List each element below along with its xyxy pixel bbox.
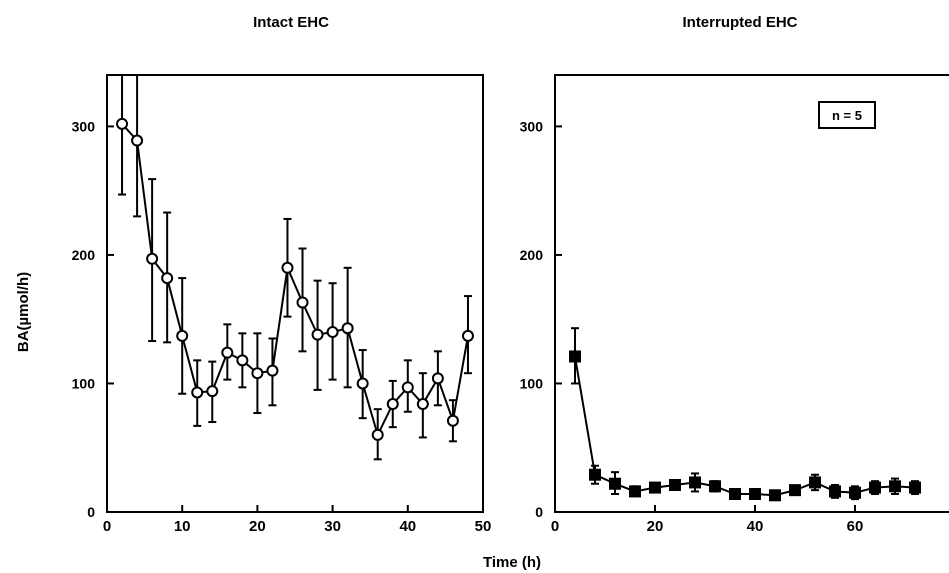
y-tick-label: 200 bbox=[72, 247, 96, 263]
data-point bbox=[401, 381, 414, 394]
data-point bbox=[789, 484, 801, 497]
plot-frame-intact bbox=[106, 74, 484, 513]
y-tick-label: 0 bbox=[87, 504, 95, 520]
data-point bbox=[849, 486, 861, 499]
data-point bbox=[431, 372, 444, 385]
data-point bbox=[416, 398, 429, 411]
data-point bbox=[669, 479, 681, 492]
data-point bbox=[266, 364, 279, 377]
y-tick-label: 200 bbox=[520, 247, 544, 263]
data-point bbox=[191, 386, 204, 399]
annotation-frame bbox=[818, 101, 876, 129]
data-point bbox=[629, 485, 641, 498]
data-point bbox=[649, 481, 661, 494]
data-point bbox=[446, 414, 459, 427]
annotation-n: n = 5 bbox=[832, 108, 862, 123]
panel-intact: Intact EHC 0 10 20 30 40 50 0 100 200 300 bbox=[72, 14, 492, 535]
panel-interrupted: Interrupted EHC 0 20 40 60 0 100 200 300 n = 5 bbox=[520, 14, 949, 535]
data-point bbox=[589, 468, 601, 481]
x-axis-label: Time (h) bbox=[483, 554, 541, 571]
x-axis-intact: 0 10 20 30 40 50 bbox=[103, 505, 492, 535]
data-point bbox=[176, 329, 189, 342]
data-point bbox=[206, 385, 219, 398]
x-tick-label: 50 bbox=[475, 518, 492, 535]
title-intact: Intact EHC bbox=[253, 14, 329, 31]
data-point bbox=[461, 329, 474, 342]
series-line-interrupted bbox=[574, 356, 916, 497]
data-point bbox=[729, 488, 741, 501]
y-tick-label: 100 bbox=[520, 375, 544, 391]
x-tick-label: 0 bbox=[551, 518, 559, 535]
data-point bbox=[281, 261, 294, 274]
data-point bbox=[311, 328, 324, 341]
data-point bbox=[371, 428, 384, 441]
data-point bbox=[809, 476, 821, 489]
x-tick-label: 0 bbox=[103, 518, 111, 535]
data-point bbox=[889, 480, 901, 493]
data-point bbox=[146, 252, 159, 265]
y-axis-intact: 0 100 200 300 bbox=[72, 118, 114, 520]
data-point bbox=[909, 481, 921, 494]
y-tick-label: 0 bbox=[535, 504, 543, 520]
x-axis-interrupted: 0 20 40 60 bbox=[551, 505, 864, 535]
title-interrupted: Interrupted EHC bbox=[682, 14, 797, 31]
y-tick-label: 300 bbox=[520, 118, 544, 134]
y-tick-label: 300 bbox=[72, 118, 96, 134]
y-tick-label: 100 bbox=[72, 375, 96, 391]
series-line-intact bbox=[121, 123, 469, 438]
data-point bbox=[689, 476, 701, 489]
data-point bbox=[769, 489, 781, 502]
x-tick-label: 40 bbox=[747, 518, 764, 535]
x-tick-label: 20 bbox=[647, 518, 664, 535]
data-point bbox=[131, 134, 144, 147]
data-point bbox=[386, 398, 399, 411]
data-points-interrupted bbox=[569, 350, 921, 502]
x-tick-label: 60 bbox=[847, 518, 864, 535]
data-point bbox=[251, 367, 264, 380]
data-point bbox=[326, 326, 339, 339]
data-point bbox=[161, 272, 174, 285]
y-axis-label: BA(µmol/h) bbox=[15, 272, 32, 352]
data-point bbox=[296, 296, 309, 309]
x-tick-label: 30 bbox=[324, 518, 341, 535]
x-tick-label: 40 bbox=[399, 518, 416, 535]
data-points-intact bbox=[116, 117, 474, 441]
data-point bbox=[609, 477, 621, 490]
data-point bbox=[869, 481, 881, 494]
error-bars-interrupted bbox=[571, 327, 919, 501]
data-point bbox=[221, 346, 234, 359]
data-point bbox=[569, 350, 581, 363]
data-point bbox=[829, 485, 841, 498]
data-point bbox=[341, 322, 354, 335]
data-point bbox=[236, 354, 249, 367]
x-tick-label: 20 bbox=[249, 518, 266, 535]
plot-frame-interrupted bbox=[554, 74, 949, 513]
data-point bbox=[749, 488, 761, 501]
y-axis-interrupted: 0 100 200 300 bbox=[520, 118, 562, 520]
data-point bbox=[116, 117, 129, 130]
data-point bbox=[709, 480, 721, 493]
x-tick-label: 10 bbox=[174, 518, 191, 535]
annotation-box: n = 5 bbox=[818, 101, 876, 129]
data-point bbox=[356, 377, 369, 390]
